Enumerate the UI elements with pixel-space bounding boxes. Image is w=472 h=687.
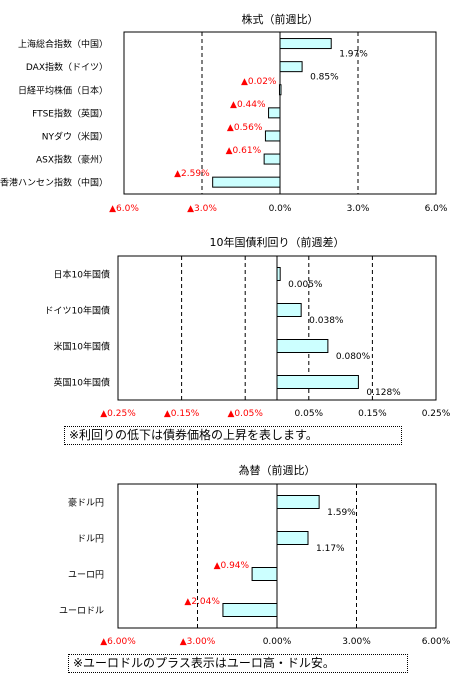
category-label: NYダウ（米国） — [42, 130, 108, 142]
tick-label: ▲0.05% — [227, 409, 263, 419]
category-label: 香港ハンセン指数（中国） — [0, 177, 108, 189]
data-label: ▲2.04% — [184, 597, 220, 607]
fx-chart-svg: 為替（前週比） ▲6.00% ▲3.00% 0.00% 3.00% 6.00% 豪ドル円 1.… — [59, 463, 451, 647]
data-label: ▲0.02% — [241, 77, 277, 87]
category-label: 日本10年国債 — [54, 269, 110, 281]
tick-label: ▲0.15% — [164, 409, 200, 419]
data-label: ▲2.59% — [174, 169, 210, 179]
category-label: ドイツ10年国債 — [45, 305, 110, 317]
bond-yield-chart: 10年国債利回り（前週差） ▲0.25% ▲0.15% ▲0.05% 0.05% 0.15… — [0, 232, 472, 426]
stock-chart-svg: 株式（前週比） ▲6.0% ▲3.0% 0.0% 3.0% 6.0% 上海総合指数（中国） 1… — [0, 12, 448, 214]
category-label: 上海総合指数（中国） — [18, 38, 108, 50]
bar — [276, 495, 320, 509]
category-label: 米国10年国債 — [54, 341, 110, 353]
bar — [264, 130, 281, 142]
data-label: 0.038% — [309, 316, 344, 326]
tick-label: ▲0.25% — [100, 409, 136, 419]
tick-label: 6.00% — [422, 637, 451, 647]
bar — [268, 107, 281, 119]
fx-chart: 為替（前週比） ▲6.00% ▲3.00% 0.00% 3.00% 6.00% 豪ドル円 1.… — [0, 460, 472, 654]
bar — [222, 603, 278, 617]
chart-title: 10年国債利回り（前週差） — [210, 235, 345, 249]
tick-label: ▲3.00% — [180, 637, 216, 647]
category-label: ユーロドル — [59, 607, 104, 617]
tick-label: 0.25% — [422, 409, 451, 419]
category-label: 豪ドル円 — [68, 497, 104, 509]
bar — [279, 61, 303, 73]
tick-label: ▲6.0% — [109, 204, 139, 214]
bar — [276, 339, 329, 353]
category-label: ドル円 — [77, 534, 104, 545]
stock-chart: 株式（前週比） ▲6.0% ▲3.0% 0.0% 3.0% 6.0% 上海総合指数（中国） 1… — [0, 0, 472, 222]
data-label: ▲0.56% — [227, 123, 263, 133]
data-label: 0.85% — [310, 73, 339, 83]
chart-title: 株式（前週比） — [242, 12, 319, 26]
bar — [276, 531, 309, 545]
chart-title: 為替（前週比） — [239, 463, 316, 477]
tick-label: 0.05% — [295, 409, 324, 419]
bar — [263, 153, 281, 165]
category-label: 英国10年国債 — [54, 377, 110, 389]
bond-yield-chart-svg: 10年国債利回り（前週差） ▲0.25% ▲0.15% ▲0.05% 0.05% 0.15… — [45, 235, 451, 419]
tick-label: 6.0% — [425, 204, 448, 214]
tick-label: ▲3.0% — [187, 204, 217, 214]
category-label: DAX指数（ドイツ） — [26, 61, 108, 73]
category-label: 日経平均株価（日本） — [18, 84, 108, 96]
bar — [276, 375, 359, 389]
data-label: 0.005% — [288, 280, 323, 290]
data-label: ▲0.44% — [230, 100, 266, 110]
data-label: ▲0.94% — [214, 561, 250, 571]
data-label: 1.17% — [316, 544, 345, 554]
category-label: ASX指数（豪州） — [36, 154, 108, 166]
tick-label: 0.0% — [269, 204, 292, 214]
bar — [212, 176, 281, 188]
tick-label: ▲6.00% — [100, 637, 136, 647]
bar — [251, 567, 278, 581]
fx-note: ※ユーロドルのプラス表示はユーロ高・ドル安。 — [68, 654, 408, 673]
bond-yield-note: ※利回りの低下は債券価格の上昇を表します。 — [64, 426, 402, 445]
tick-label: 3.00% — [342, 637, 371, 647]
bar — [279, 38, 332, 50]
category-label: ユーロ円 — [68, 570, 104, 581]
bar — [276, 267, 281, 281]
data-label: 0.080% — [336, 352, 371, 362]
bar — [278, 84, 282, 96]
data-label: 1.97% — [339, 50, 368, 60]
tick-label: 3.0% — [347, 204, 370, 214]
tick-label: 0.15% — [358, 409, 387, 419]
tick-label: 0.00% — [263, 637, 292, 647]
category-label: FTSE指数（英国） — [32, 107, 108, 119]
bar — [276, 303, 302, 317]
data-label: 0.128% — [366, 388, 401, 398]
data-label: ▲0.61% — [226, 146, 262, 156]
data-label: 1.59% — [327, 508, 356, 518]
